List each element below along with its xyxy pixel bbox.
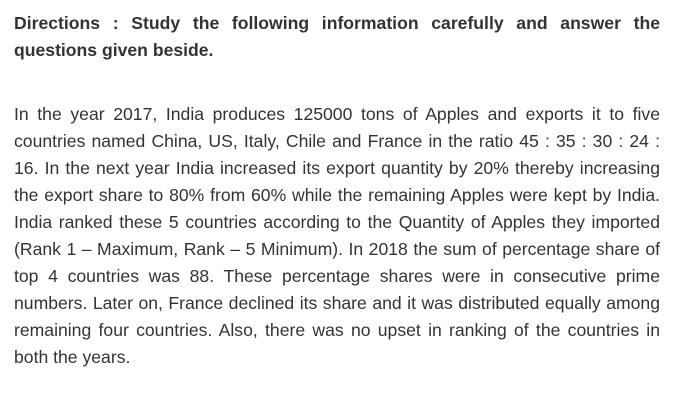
directions-heading: Directions : Study the following informa… bbox=[14, 13, 660, 60]
passage-paragraph: In the year 2017, India produces 125000 … bbox=[14, 104, 660, 367]
